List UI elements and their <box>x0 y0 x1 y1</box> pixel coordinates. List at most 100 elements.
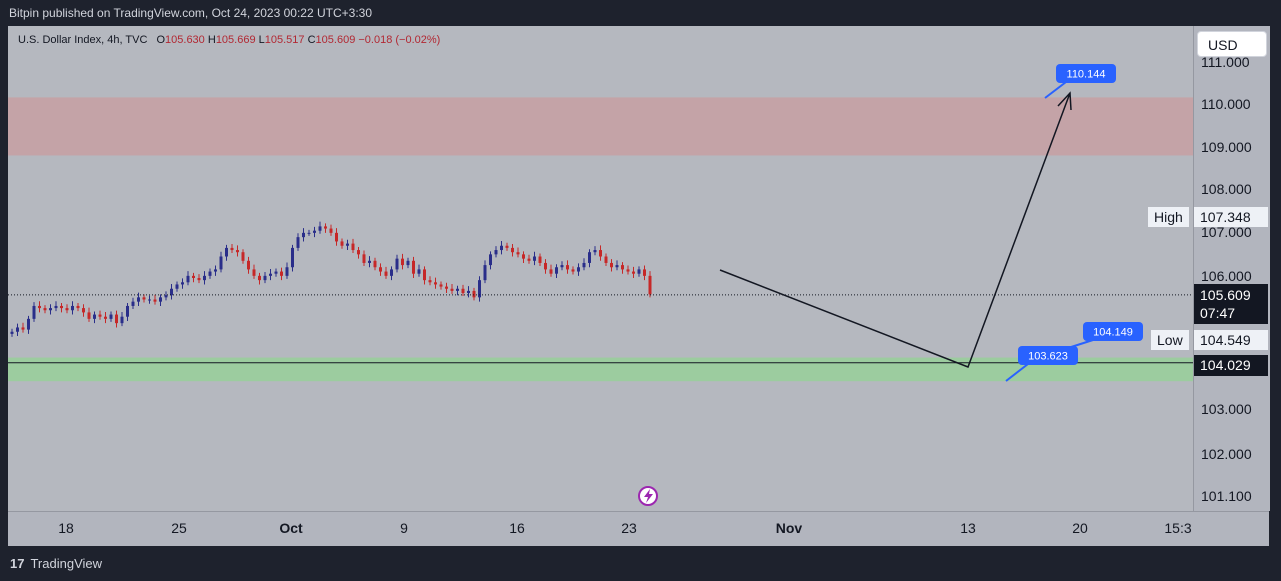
candle-body <box>346 243 349 246</box>
candle-body <box>335 232 338 242</box>
low-label: Low <box>1151 330 1189 350</box>
y-tick: 111.000 <box>1201 54 1250 70</box>
plot-area[interactable]: 110.144 104.149 103.623 U.S. Dollar Index,… <box>8 26 1193 511</box>
candle-body <box>511 247 514 253</box>
y-tick: 106.000 <box>1201 268 1252 284</box>
candle-body <box>318 226 322 231</box>
callout-pointer <box>1005 363 1029 382</box>
legend-symbol: U.S. Dollar Index, 4h, TVC <box>18 34 148 46</box>
candle-body <box>577 267 580 272</box>
y-tick: 103.000 <box>1201 401 1252 417</box>
candle-body <box>384 271 388 276</box>
candle-body <box>27 318 30 330</box>
candle-body <box>417 269 421 274</box>
callout-label: 104.149 <box>1093 327 1133 339</box>
footer: 17 TradingView <box>10 556 102 571</box>
candle-body <box>258 275 261 281</box>
candle-body <box>142 297 146 300</box>
candle-body <box>351 243 355 251</box>
candle-body <box>263 275 267 281</box>
candle-body <box>340 241 344 246</box>
candle-body <box>120 316 124 324</box>
candle-body <box>109 314 113 319</box>
candle-body <box>269 273 272 276</box>
candle-body <box>544 262 547 270</box>
tradingview-logo-icon: 17 <box>10 556 25 571</box>
candle-body <box>467 290 470 294</box>
candle-body <box>549 269 553 274</box>
x-tick: 25 <box>171 520 187 536</box>
candle-body <box>390 269 393 276</box>
candle-body <box>307 232 311 234</box>
candle-body <box>329 228 333 233</box>
projection-path <box>719 92 1071 368</box>
currency-button[interactable]: USD <box>1197 31 1267 57</box>
candle-body <box>555 267 558 274</box>
candle-body <box>175 284 179 289</box>
candle-body <box>291 247 294 268</box>
x-tick: 16 <box>509 520 525 536</box>
x-tick: 23 <box>621 520 637 536</box>
candle-body <box>500 245 503 251</box>
candle-body <box>115 314 118 324</box>
candle-body <box>412 260 415 274</box>
candle-body <box>483 265 487 281</box>
high-label: High <box>1148 207 1189 227</box>
candle-body <box>522 254 525 259</box>
resistance-zone <box>8 97 1193 156</box>
candle-body <box>368 260 371 263</box>
candle-body <box>274 271 278 274</box>
x-tick: Nov <box>775 520 803 536</box>
candle-body <box>560 265 564 268</box>
line-price-box: 104.029 <box>1194 355 1268 376</box>
candle-body <box>406 260 410 266</box>
price-axis[interactable] <box>1193 26 1270 511</box>
candle-body <box>219 256 223 270</box>
candle-body <box>38 305 41 309</box>
candle-body <box>98 314 102 317</box>
candle-body <box>395 258 399 270</box>
candle-body <box>54 305 58 309</box>
x-tick: 20 <box>1072 520 1088 536</box>
candle-body <box>478 280 481 298</box>
candle-body <box>32 305 36 319</box>
callout-label: 103.623 <box>1028 351 1068 363</box>
candle-body <box>137 297 140 302</box>
candle-body <box>456 288 459 291</box>
legend-open-label: O <box>156 34 166 46</box>
support-zone <box>8 357 1193 382</box>
candle-body <box>148 299 151 301</box>
candle-body <box>49 308 52 311</box>
callout-box <box>1018 346 1078 365</box>
x-tick: 9 <box>400 520 408 536</box>
candle-body <box>159 297 162 302</box>
candle-body <box>225 247 228 257</box>
candle-body <box>489 254 492 266</box>
candle-body <box>252 269 256 276</box>
candle-body <box>648 275 652 295</box>
candle-body <box>203 275 206 281</box>
candle-body <box>170 288 173 296</box>
y-tick: 107.000 <box>1201 224 1252 240</box>
time-axis[interactable]: 18 25 Oct 9 16 23 Nov 13 20 15:3 <box>8 511 1269 546</box>
x-tick: 18 <box>58 520 74 536</box>
candle-body <box>610 262 613 268</box>
candle-body <box>43 308 47 311</box>
chart-frame[interactable]: 110.144 104.149 103.623 U.S. Dollar Index,… <box>8 26 1270 546</box>
candle-body <box>241 252 245 261</box>
candle-body <box>533 256 536 261</box>
candle-body <box>593 250 597 253</box>
bar-countdown: 07:47 <box>1200 305 1236 321</box>
legend-change: −0.018 (−0.02%) <box>358 34 441 46</box>
high-value: 107.348 <box>1194 207 1268 227</box>
candle-body <box>472 290 476 298</box>
candle-body <box>643 269 646 276</box>
candle-body <box>153 299 157 302</box>
y-tick: 109.000 <box>1201 139 1252 155</box>
candle-body <box>538 256 542 263</box>
candle-body <box>599 250 602 257</box>
candle-body <box>637 269 641 274</box>
callout-box <box>1056 64 1116 83</box>
last-price: 105.609 <box>1200 287 1251 303</box>
candle-body <box>450 288 454 291</box>
